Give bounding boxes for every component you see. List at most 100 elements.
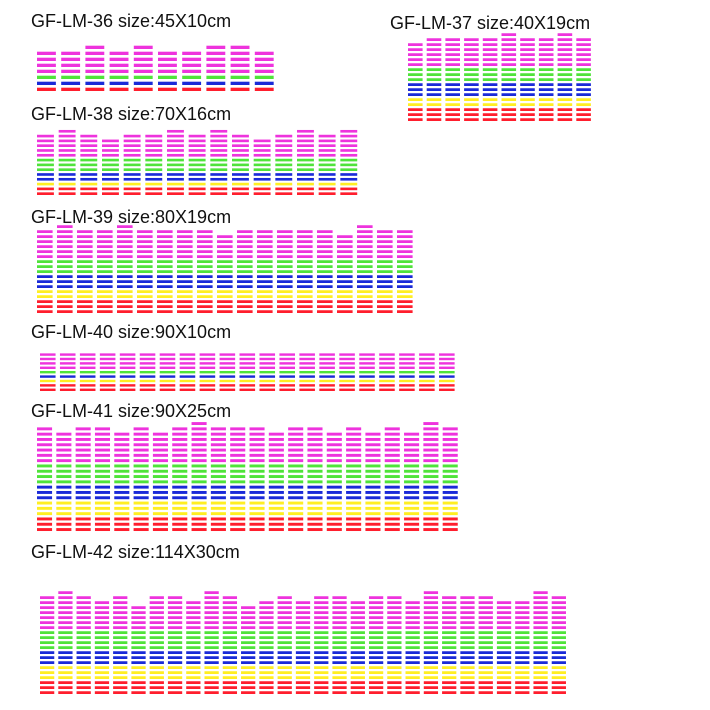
led-segment-blue xyxy=(279,375,295,378)
led-segment-magenta xyxy=(387,606,402,609)
led-segment-red xyxy=(478,681,493,684)
led-segment-red xyxy=(408,113,423,116)
led-segment-red xyxy=(167,681,183,684)
led-segment-blue xyxy=(249,485,265,489)
led-segment-magenta xyxy=(117,240,133,243)
led-segment-blue xyxy=(217,275,233,278)
led-segment-red xyxy=(219,384,236,387)
equalizer-column xyxy=(40,596,55,694)
led-segment-magenta xyxy=(75,443,91,447)
led-segment-magenta xyxy=(159,362,176,365)
led-segment-green xyxy=(131,641,146,644)
led-segment-yellow xyxy=(297,295,313,298)
led-segment-red xyxy=(297,305,313,308)
led-segment-red xyxy=(210,192,228,195)
led-segment-green xyxy=(337,270,353,273)
equalizer-column xyxy=(317,230,333,313)
equalizer-column xyxy=(123,134,141,195)
led-segment-green xyxy=(297,163,314,167)
equalizer-panel-gf-lm-42 xyxy=(40,587,570,694)
equalizer-column xyxy=(149,596,164,694)
equalizer-column xyxy=(297,230,313,313)
led-segment-red xyxy=(37,300,53,303)
led-segment-green xyxy=(259,646,274,649)
led-segment-yellow xyxy=(442,501,458,505)
led-segment-green xyxy=(442,631,457,634)
led-segment-magenta xyxy=(254,57,274,61)
led-segment-red xyxy=(423,528,439,532)
led-segment-yellow xyxy=(268,501,284,505)
led-segment-magenta xyxy=(172,427,188,431)
led-segment-magenta xyxy=(197,240,213,243)
led-segment-green xyxy=(257,260,273,263)
led-segment-blue xyxy=(109,81,129,85)
led-segment-blue xyxy=(387,661,402,664)
equalizer-svg xyxy=(37,225,413,313)
led-segment-magenta xyxy=(37,250,53,253)
led-segment-green xyxy=(279,370,295,374)
led-segment-yellow xyxy=(204,671,219,674)
led-segment-green xyxy=(275,168,293,171)
led-segment-magenta xyxy=(94,427,111,431)
equalizer-svg xyxy=(40,353,455,391)
led-segment-magenta xyxy=(439,362,455,365)
led-segment-magenta xyxy=(332,626,347,629)
led-segment-magenta xyxy=(249,453,265,457)
led-segment-magenta xyxy=(237,250,253,253)
led-segment-yellow xyxy=(288,501,304,505)
led-segment-red xyxy=(268,528,284,532)
led-segment-magenta xyxy=(210,149,228,152)
led-segment-red xyxy=(551,686,566,689)
led-segment-green xyxy=(37,469,53,473)
led-segment-yellow xyxy=(210,506,226,510)
led-segment-magenta xyxy=(157,230,173,233)
led-segment-magenta xyxy=(551,596,566,599)
led-segment-magenta xyxy=(387,621,402,624)
led-segment-magenta xyxy=(368,616,384,619)
led-segment-green xyxy=(230,480,246,484)
led-segment-magenta xyxy=(482,63,498,66)
led-segment-red xyxy=(210,517,226,521)
led-segment-magenta xyxy=(133,63,153,67)
led-segment-green xyxy=(423,636,439,639)
led-segment-green xyxy=(404,475,420,479)
led-segment-magenta xyxy=(365,437,381,441)
led-segment-blue xyxy=(119,375,136,378)
led-segment-green xyxy=(109,75,129,79)
led-segment-red xyxy=(350,691,365,694)
equalizer-column xyxy=(482,38,498,121)
led-segment-magenta xyxy=(217,250,233,253)
led-segment-yellow xyxy=(482,103,498,106)
led-segment-red xyxy=(58,187,76,191)
led-segment-green xyxy=(232,158,249,162)
led-segment-magenta xyxy=(123,144,141,147)
led-segment-blue xyxy=(399,375,415,378)
led-segment-magenta xyxy=(249,432,265,436)
equalizer-column xyxy=(275,134,293,195)
led-segment-magenta xyxy=(275,139,293,143)
led-segment-yellow xyxy=(317,290,333,293)
led-segment-green xyxy=(157,265,173,268)
led-segment-green xyxy=(268,480,284,484)
led-segment-magenta xyxy=(520,58,535,61)
equalizer-column xyxy=(113,596,128,694)
led-segment-magenta xyxy=(58,149,76,152)
led-segment-blue xyxy=(346,490,362,494)
led-segment-yellow xyxy=(188,182,206,186)
led-segment-magenta xyxy=(404,453,420,457)
led-segment-blue xyxy=(117,280,133,283)
led-segment-magenta xyxy=(239,362,256,365)
led-segment-magenta xyxy=(186,626,201,629)
led-segment-green xyxy=(551,636,566,639)
led-segment-blue xyxy=(137,280,153,283)
led-segment-blue xyxy=(94,656,110,659)
led-segment-yellow xyxy=(464,103,479,106)
led-segment-green xyxy=(288,464,304,468)
led-segment-green xyxy=(94,480,111,484)
led-segment-magenta xyxy=(230,453,246,457)
led-segment-red xyxy=(277,305,293,308)
led-segment-magenta xyxy=(326,432,342,436)
led-segment-green xyxy=(405,646,420,649)
equalizer-column xyxy=(387,596,402,694)
led-segment-green xyxy=(442,641,457,644)
